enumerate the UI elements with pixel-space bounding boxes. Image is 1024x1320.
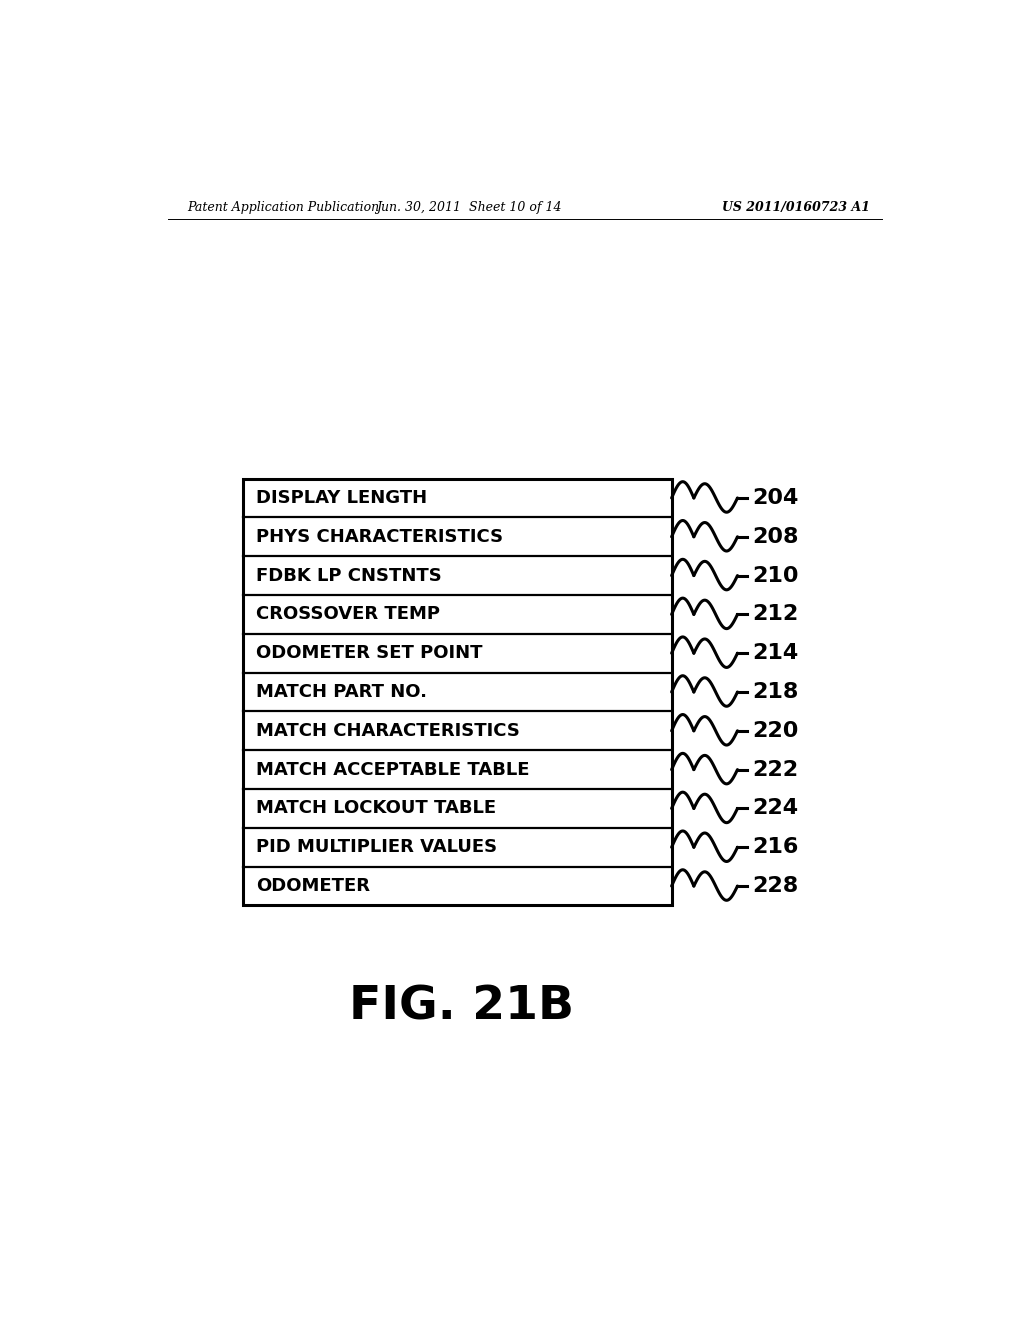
- Text: Patent Application Publication: Patent Application Publication: [187, 201, 380, 214]
- Text: MATCH LOCKOUT TABLE: MATCH LOCKOUT TABLE: [256, 800, 496, 817]
- Text: PHYS CHARACTERISTICS: PHYS CHARACTERISTICS: [256, 528, 503, 545]
- Text: PID MULTIPLIER VALUES: PID MULTIPLIER VALUES: [256, 838, 497, 857]
- Text: US 2011/0160723 A1: US 2011/0160723 A1: [722, 201, 870, 214]
- Text: MATCH ACCEPTABLE TABLE: MATCH ACCEPTABLE TABLE: [256, 760, 529, 779]
- Text: ODOMETER: ODOMETER: [256, 876, 370, 895]
- Text: 218: 218: [752, 682, 798, 702]
- Text: MATCH PART NO.: MATCH PART NO.: [256, 682, 427, 701]
- Bar: [243, 479, 672, 906]
- Text: 216: 216: [752, 837, 798, 857]
- Text: 224: 224: [752, 799, 798, 818]
- Text: FDBK LP CNSTNTS: FDBK LP CNSTNTS: [256, 566, 441, 585]
- Text: Jun. 30, 2011  Sheet 10 of 14: Jun. 30, 2011 Sheet 10 of 14: [377, 201, 562, 214]
- Text: FIG. 21B: FIG. 21B: [349, 985, 573, 1030]
- Text: 228: 228: [752, 876, 798, 896]
- Text: 222: 222: [752, 759, 798, 780]
- Text: 210: 210: [752, 565, 799, 586]
- Text: 220: 220: [752, 721, 798, 741]
- Text: ODOMETER SET POINT: ODOMETER SET POINT: [256, 644, 482, 663]
- Text: 214: 214: [752, 643, 798, 663]
- Text: MATCH CHARACTERISTICS: MATCH CHARACTERISTICS: [256, 722, 519, 739]
- Text: CROSSOVER TEMP: CROSSOVER TEMP: [256, 606, 439, 623]
- Text: 212: 212: [752, 605, 798, 624]
- Text: 208: 208: [752, 527, 799, 546]
- Text: DISPLAY LENGTH: DISPLAY LENGTH: [256, 488, 427, 507]
- Text: 204: 204: [752, 488, 798, 508]
